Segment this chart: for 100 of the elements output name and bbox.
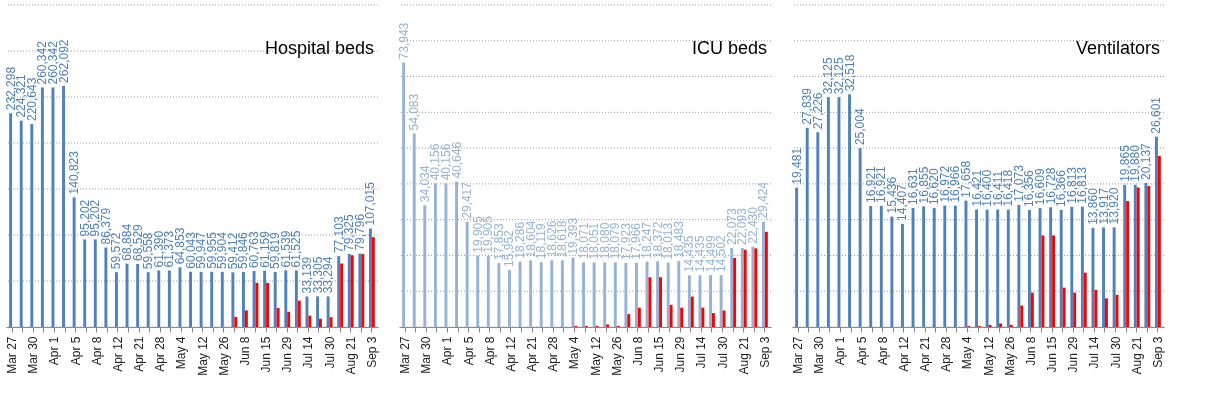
data-label: 33,139 (299, 256, 314, 294)
bar (1028, 209, 1031, 327)
bar (455, 181, 458, 327)
bar (72, 197, 76, 327)
data-label: 29,424 (756, 181, 771, 219)
bar (297, 300, 301, 327)
bar (560, 260, 564, 327)
x-tick-label: Jul 30 (322, 336, 337, 369)
bar (276, 307, 280, 327)
bar (637, 307, 641, 327)
bar (985, 209, 989, 327)
bar (412, 133, 416, 327)
bar (337, 256, 341, 327)
x-tick-label: Apr 28 (546, 336, 561, 372)
bar (244, 310, 248, 327)
bar (287, 311, 291, 327)
bar (1083, 272, 1087, 327)
bar (624, 262, 628, 327)
x-tick-label: Apr 8 (875, 336, 890, 366)
x-tick-label: Mar 27 (398, 336, 413, 374)
bar (189, 271, 192, 327)
x-tick-label: Apr 21 (918, 336, 933, 372)
x-tick-label: Jun 29 (1066, 336, 1081, 373)
bar (826, 97, 830, 327)
data-label: 140,823 (67, 150, 82, 195)
x-tick-label: Aug 21 (736, 336, 751, 375)
bar (627, 314, 631, 327)
bar (508, 269, 511, 327)
bar (709, 275, 712, 327)
x-tick-label: Apr 1 (833, 336, 848, 366)
text: Ventilators (1075, 38, 1160, 58)
x-tick-label: Sep 3 (364, 336, 379, 368)
x-tick-label: May 4 (174, 336, 189, 370)
x-tick-label: Mar 27 (791, 336, 806, 374)
bar (1157, 155, 1161, 327)
bar (869, 205, 873, 327)
bar (40, 87, 44, 327)
bar (848, 94, 851, 327)
bar (465, 221, 469, 327)
data-label: 54,083 (407, 93, 422, 131)
bar (890, 216, 894, 327)
data-label: 27,839 (800, 87, 815, 125)
x-tick-label: Apr 1 (47, 336, 62, 366)
bar (701, 307, 705, 327)
bar (255, 282, 259, 327)
bar (911, 208, 915, 327)
bar (858, 148, 862, 327)
bar (592, 262, 596, 327)
bar (263, 270, 267, 327)
x-tick-label: Jul 14 (1087, 336, 1102, 369)
bar (199, 271, 203, 327)
text: ICU beds (691, 38, 767, 58)
x-tick-label: Apr 1 (440, 336, 455, 366)
bar (157, 270, 161, 327)
bar (402, 62, 406, 327)
bar (9, 113, 13, 327)
bar (518, 261, 522, 327)
data-label: 73,943 (396, 22, 411, 60)
bar (234, 316, 238, 327)
bar (273, 271, 277, 327)
bar (1080, 206, 1084, 327)
bar (719, 275, 723, 327)
x-tick-label: Mar 27 (5, 336, 20, 374)
bar (115, 272, 118, 327)
bar (648, 277, 652, 327)
bar (1073, 292, 1077, 327)
bar (319, 318, 322, 327)
data-label: 260,342 (35, 40, 50, 85)
bar (687, 275, 691, 327)
bar (529, 260, 533, 327)
x-tick-label: Mar 30 (812, 336, 827, 374)
bar (1017, 204, 1021, 327)
bar (795, 187, 799, 327)
x-tick-label: May 26 (1002, 336, 1017, 376)
bar (764, 231, 768, 327)
x-tick-label: Sep 3 (757, 336, 772, 368)
x-tick-label: Mar 30 (419, 336, 434, 374)
bar (146, 272, 150, 327)
bar (603, 262, 607, 327)
bar (730, 248, 734, 327)
bar (922, 206, 926, 327)
bar (733, 257, 737, 327)
bar (136, 263, 140, 327)
x-tick-label: Jun 15 (259, 336, 274, 373)
data-label: 19,481 (789, 147, 804, 185)
x-tick-label: Sep 3 (1150, 336, 1165, 368)
x-tick-label: Jul 30 (1108, 336, 1123, 369)
bar (326, 296, 330, 327)
bar (582, 262, 585, 327)
bar (1112, 227, 1116, 327)
x-tick-label: Apr 21 (132, 336, 147, 372)
bar (1059, 209, 1063, 327)
bar (294, 270, 298, 327)
x-tick-label: Aug 21 (1129, 336, 1144, 375)
bar (220, 271, 224, 327)
x-tick-label: Jul 30 (715, 336, 730, 369)
bar (1155, 136, 1158, 327)
x-tick-label: May 12 (981, 336, 996, 376)
bar (423, 205, 427, 327)
bar (669, 304, 673, 327)
